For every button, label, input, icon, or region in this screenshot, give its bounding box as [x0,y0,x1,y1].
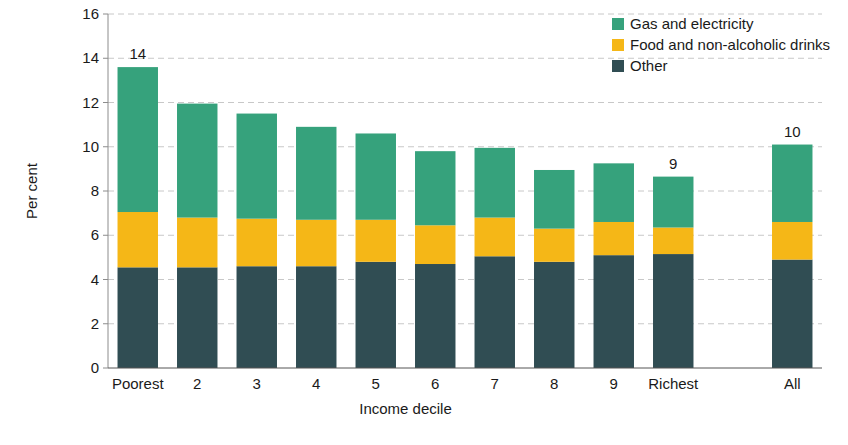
bar-segment [594,255,634,368]
x-tick-label: 9 [610,375,618,392]
bar-segment [475,218,515,257]
bar-segment [296,220,336,266]
bar-segment [118,67,158,212]
bars [118,67,813,368]
y-tick [103,279,108,280]
grid [103,14,822,368]
chart: 0 2 4 6 8 10 12 14 16 14 9 10 Poorest 2 3 4 5 6 7 8 9 Richest… [0,0,848,445]
x-tick-label: 7 [491,375,499,392]
y-tick [103,102,108,103]
legend: Gas and electricity Food and non-alcoholi… [612,15,830,74]
x-tick-label: Richest [648,375,699,392]
y-tick-label: 14 [82,49,99,66]
bar-segment [237,114,277,219]
bar-segment [118,212,158,267]
bar-segment [237,266,277,368]
y-tick-label: 6 [91,226,99,243]
legend-swatch [612,60,624,72]
total-label: 14 [129,45,146,62]
bar-segment [653,254,693,368]
legend-swatch [612,18,624,30]
bar-segment [772,145,812,222]
bar-segment [356,220,396,262]
bar-segment [475,256,515,368]
bar-segment [296,266,336,368]
x-tick-label: 8 [550,375,558,392]
bar-segment [415,225,455,264]
legend-label: Food and non-alcoholic drinks [630,36,830,53]
bar-segment [772,222,812,260]
x-tick-label: 6 [431,375,439,392]
x-tick-label: All [784,375,801,392]
bar-segment [177,218,217,268]
x-axis-label: Income decile [359,400,452,417]
x-tick-label: 4 [312,375,320,392]
bar-segment [594,222,634,255]
y-tick-label: 4 [91,271,99,288]
x-tick-label: 5 [372,375,380,392]
y-tick-label: 10 [82,138,99,155]
y-tick [103,323,108,324]
grid-line [108,102,822,103]
legend-swatch [612,39,624,51]
bar-segment [653,177,693,228]
bar-segment [653,228,693,255]
legend-label: Other [630,57,668,74]
total-label: 10 [784,123,801,140]
bar-segment [534,229,574,262]
bar-segment [177,267,217,368]
x-tick-label: 3 [253,375,261,392]
y-tick-label: 12 [82,94,99,111]
bar-segment [415,151,455,225]
bar-segment [594,163,634,222]
y-tick-label: 16 [82,5,99,22]
y-tick [103,235,108,236]
grid-line [108,58,822,59]
bar-segment [475,148,515,218]
y-tick [103,191,108,192]
bar-segment [356,262,396,368]
y-tick [103,146,108,147]
y-tick-label: 2 [91,315,99,332]
total-label: 9 [669,155,677,172]
y-axis-label: Per cent [23,162,40,219]
y-axis [108,14,109,368]
bar-segment [415,264,455,368]
y-tick [103,58,108,59]
x-axis [108,368,822,369]
bar-segment [177,104,217,218]
x-tick-label: 2 [193,375,201,392]
y-tick-label: 0 [91,359,99,376]
y-tick [103,368,108,369]
x-tick-label: Poorest [112,375,165,392]
bar-segment [296,127,336,220]
y-tick-label: 8 [91,182,99,199]
legend-label: Gas and electricity [630,15,754,32]
bar-segment [118,267,158,368]
bar-segment [356,133,396,219]
bar-segment [237,219,277,267]
y-tick [103,14,108,15]
bar-segment [534,262,574,368]
bar-segment [772,260,812,368]
bar-segment [534,170,574,229]
